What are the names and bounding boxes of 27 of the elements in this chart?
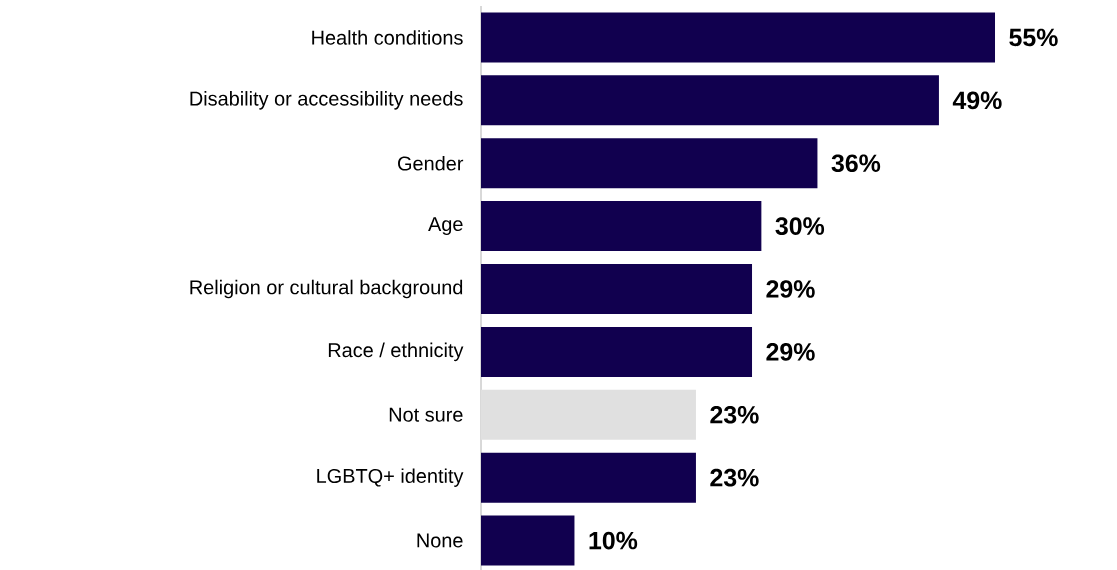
bar	[481, 138, 818, 189]
bar	[481, 264, 753, 315]
data-label: 23%	[710, 405, 759, 424]
y-tick-label: Not sure	[389, 407, 463, 422]
data-label: 49%	[952, 91, 1002, 110]
bar	[481, 12, 996, 63]
y-tick-label: Religion or cultural background	[190, 279, 463, 299]
bar	[481, 452, 696, 503]
y-tick-label: LGBTQ+ identity	[317, 468, 464, 487]
data-label: 10%	[589, 531, 638, 550]
y-tick-label: Health conditions	[312, 30, 463, 45]
y-tick-label: Gender	[398, 155, 464, 171]
y-tick-label: Race / ethnicity	[328, 342, 464, 362]
data-label: 23%	[710, 468, 759, 487]
y-tick-label: Disability or accessibility needs	[190, 91, 463, 110]
bar	[481, 201, 762, 252]
data-label: 55%	[1009, 28, 1058, 47]
y-tick-label: Age	[428, 217, 463, 236]
data-label: 29%	[766, 280, 815, 298]
bar	[481, 326, 753, 377]
bar	[481, 515, 575, 566]
bar	[481, 75, 939, 126]
data-label: 36%	[831, 154, 881, 173]
y-tick-label: None	[417, 533, 463, 548]
data-label: 30%	[775, 217, 825, 235]
bar	[481, 389, 696, 440]
data-label: 29%	[766, 343, 815, 361]
